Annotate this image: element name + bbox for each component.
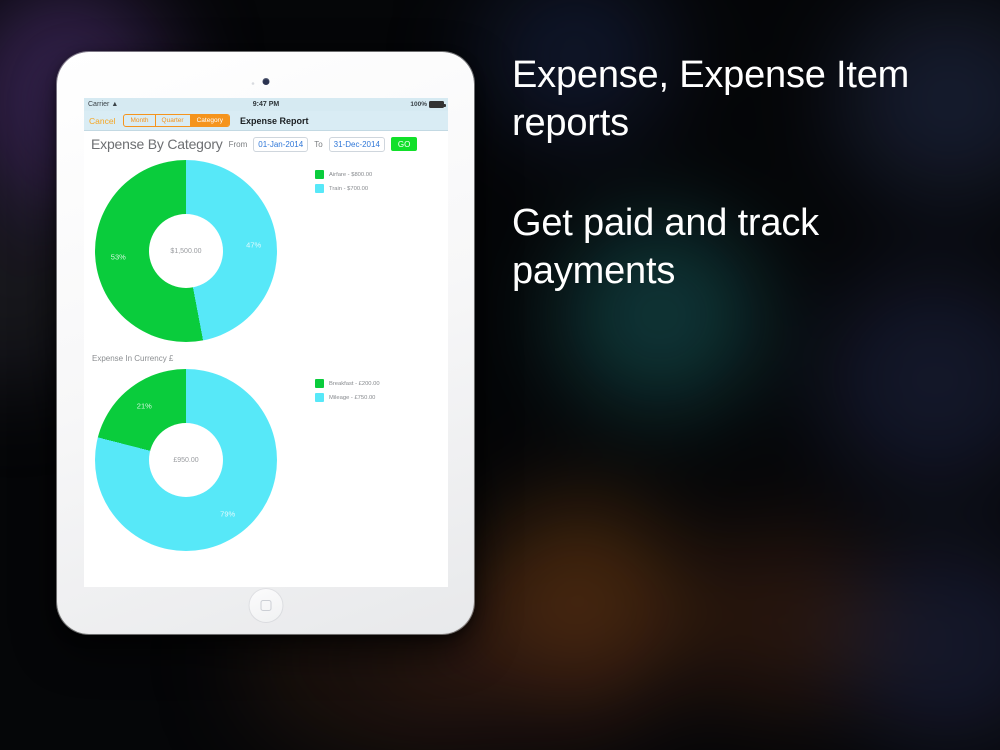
marketing-copy: Expense, Expense Item reports Get paid a… [512,52,982,296]
status-bar: Carrier ▲ 9:47 PM 100% [84,98,448,111]
report-filter-bar: Expense By Category From 01-Jan-2014 To … [84,131,448,156]
legend-1: Airfare - $800.00 Train - $700.00 [315,170,372,198]
status-bar-time: 9:47 PM [252,101,280,108]
legend-swatch-train [315,184,324,193]
home-square-glyph [260,600,271,611]
from-label: From [228,139,248,149]
marketing-line-1: Expense, Expense Item reports [512,54,910,144]
legend-swatch-mileage [315,393,324,402]
legend-swatch-airfare [315,170,324,179]
to-date-input[interactable]: 31-Dec-2014 [328,136,385,152]
legend-2: Breakfast - £200.00 Mileage - £750.00 [315,379,380,407]
legend-label-airfare: Airfare - $800.00 [329,171,373,178]
legend-item: Mileage - £750.00 [315,393,380,402]
go-button[interactable]: GO [390,137,418,151]
legend-item: Breakfast - £200.00 [315,379,380,388]
battery-full-icon [429,101,446,108]
cancel-button[interactable]: Cancel [89,115,116,126]
donut-2-total: £950.00 [173,456,199,464]
camera-icon [262,78,269,85]
page-title: Expense Report [239,115,309,126]
chart-block-expense-by-category: $1,500.00 53% 47% Airfare - $800.00 Trai… [84,156,448,346]
legend-label-train: Train - $700.00 [329,185,369,192]
home-button-icon[interactable] [248,588,283,623]
donut-1-hole: $1,500.00 [149,214,223,288]
donut-1-total: $1,500.00 [170,247,202,255]
chart-block-expense-in-currency: Expense In Currency £ £950.00 79% 21% B [84,354,448,555]
carrier-label: Carrier [88,101,110,108]
legend-swatch-breakfast [315,379,324,388]
segment-category[interactable]: Category [190,115,229,126]
segment-quarter[interactable]: Quarter [156,115,191,126]
navigation-bar: Cancel Month Quarter Category Expense Re… [84,111,448,131]
ipad-device: Carrier ▲ 9:47 PM 100% Cancel Month Quar… [57,52,474,634]
report-title: Expense By Category [91,136,223,152]
status-bar-left: Carrier ▲ [88,101,118,108]
ipad-screen: Carrier ▲ 9:47 PM 100% Cancel Month Quar… [84,98,448,587]
legend-label-mileage: Mileage - £750.00 [329,394,376,401]
marketing-line-2: Get paid and track payments [512,201,819,292]
segment-month[interactable]: Month [124,115,156,126]
chart-row-2: £950.00 79% 21% Breakfast - £200.00 Mile… [91,365,441,555]
donut-2-hole: £950.00 [149,423,223,497]
battery-percent-label: 100% [410,101,427,108]
donut-chart-1: $1,500.00 53% 47% [91,156,281,346]
legend-label-breakfast: Breakfast - £200.00 [329,380,380,387]
chart-row-1: $1,500.00 53% 47% Airfare - $800.00 Trai… [91,156,441,346]
period-segmented-control[interactable]: Month Quarter Category [123,114,230,127]
wifi-icon: ▲ [111,101,119,108]
legend-item: Airfare - $800.00 [315,170,372,179]
donut-chart-2: £950.00 79% 21% [91,365,281,555]
section-title-currency: Expense In Currency £ [92,354,174,363]
from-date-input[interactable]: 01-Jan-2014 [253,136,309,152]
legend-item: Train - $700.00 [315,184,372,193]
to-label: To [314,139,323,149]
status-bar-right: 100% [410,101,446,108]
